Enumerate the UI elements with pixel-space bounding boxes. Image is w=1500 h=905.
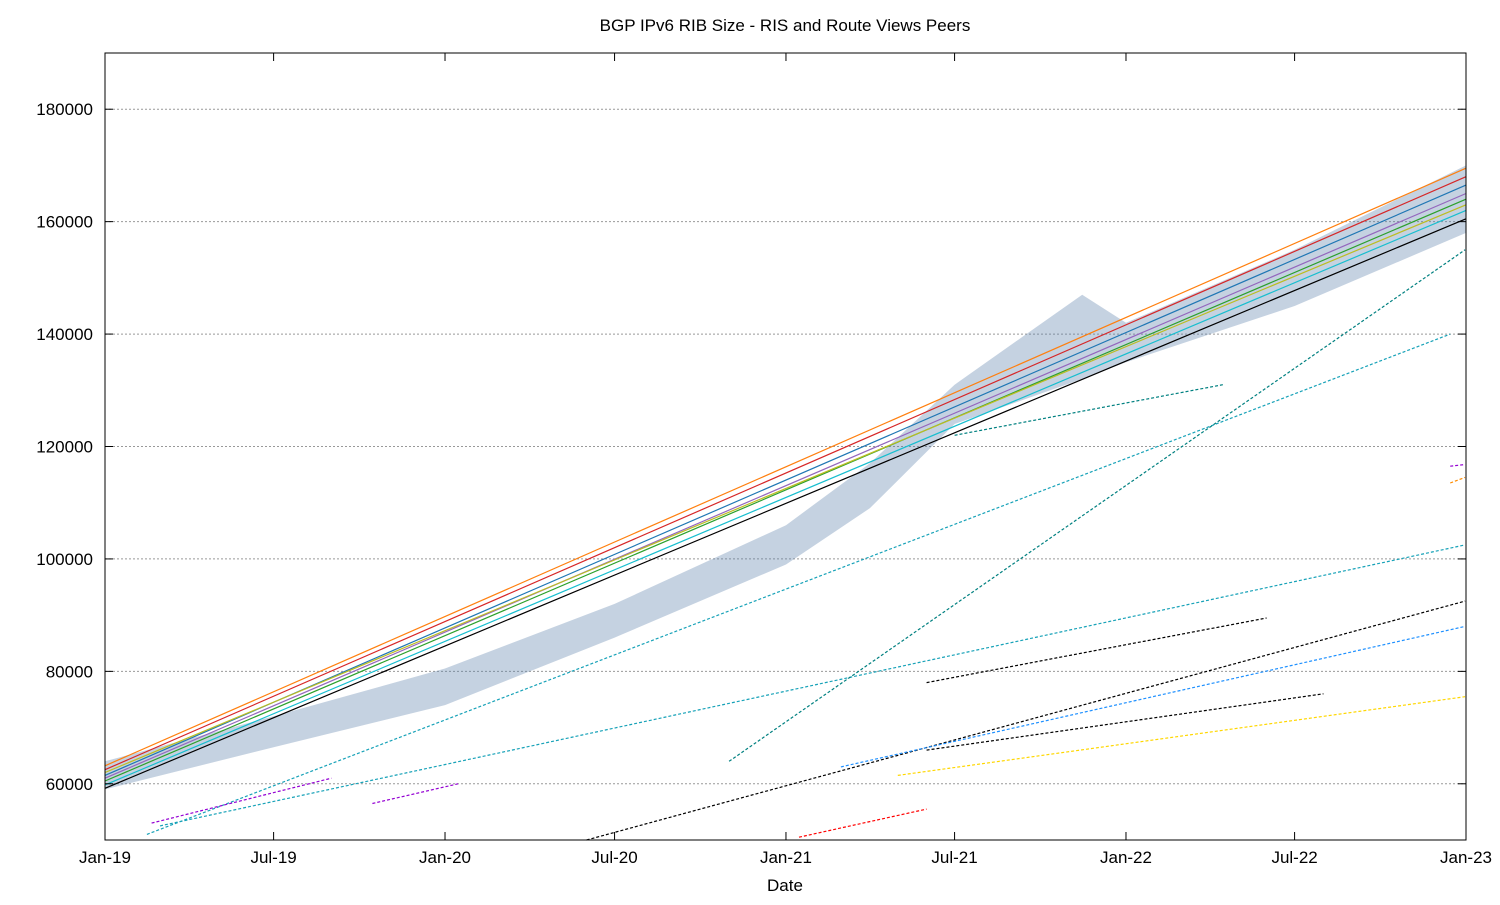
y-tick-label: 100000 (36, 550, 93, 569)
main-band-area (105, 165, 1466, 790)
series-line (1450, 463, 1466, 467)
series-line (104, 176, 1467, 771)
y-tick-label: 80000 (46, 662, 93, 681)
y-tick-label: 120000 (36, 438, 93, 457)
series-layer (104, 167, 1467, 841)
x-axis-label: Date (767, 876, 803, 895)
series-line (159, 544, 1466, 827)
series-line (954, 384, 1224, 436)
x-tick-label: Jul-19 (250, 848, 296, 867)
y-tick-label: 140000 (36, 325, 93, 344)
main-data-band (105, 165, 1466, 790)
y-tick-label: 180000 (36, 100, 93, 119)
series-line (372, 783, 459, 805)
x-tick-label: Jan-22 (1100, 848, 1152, 867)
x-tick-label: Jul-20 (591, 848, 637, 867)
series-line (146, 333, 1451, 835)
x-axis: Jan-19 Jul-19 Jan-20 Jul-20 Jan-21 Jul-21 Jan-… (79, 53, 1492, 867)
series-line (104, 167, 1467, 767)
series-line (104, 184, 1467, 776)
series-line (840, 625, 1466, 768)
series-line (798, 808, 927, 838)
x-tick-label: Jan-21 (760, 848, 812, 867)
series-line (104, 204, 1467, 774)
y-tick-label: 160000 (36, 213, 93, 232)
y-tick-label: 60000 (46, 775, 93, 794)
grid-lines (105, 108, 1466, 785)
series-line (151, 777, 332, 824)
series-line (1449, 476, 1466, 484)
series-line (926, 693, 1324, 751)
series-line (104, 209, 1467, 786)
series-line (586, 600, 1466, 841)
x-tick-label: Jul-22 (1271, 848, 1317, 867)
x-tick-label: Jan-23 (1440, 848, 1492, 867)
series-line (728, 249, 1466, 762)
y-axis: 60000 80000 100000 120000 140000 160000 180000 (36, 100, 1466, 794)
x-tick-label: Jan-20 (419, 848, 471, 867)
x-tick-label: Jul-21 (931, 848, 977, 867)
series-line (104, 218, 1467, 789)
series-line (104, 198, 1467, 782)
x-tick-label: Jan-19 (79, 848, 131, 867)
chart-title: BGP IPv6 RIB Size - RIS and Route Views … (600, 16, 971, 35)
series-line (897, 696, 1466, 776)
series-line (104, 192, 1467, 779)
series-line (926, 617, 1267, 684)
